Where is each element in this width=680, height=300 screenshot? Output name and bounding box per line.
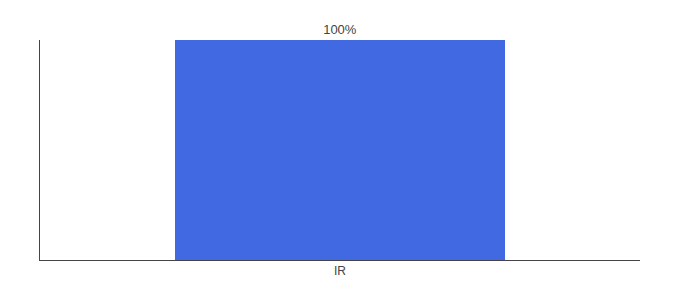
svg-text:100%: 100% xyxy=(323,22,357,37)
svg-text:IR: IR xyxy=(334,264,346,278)
